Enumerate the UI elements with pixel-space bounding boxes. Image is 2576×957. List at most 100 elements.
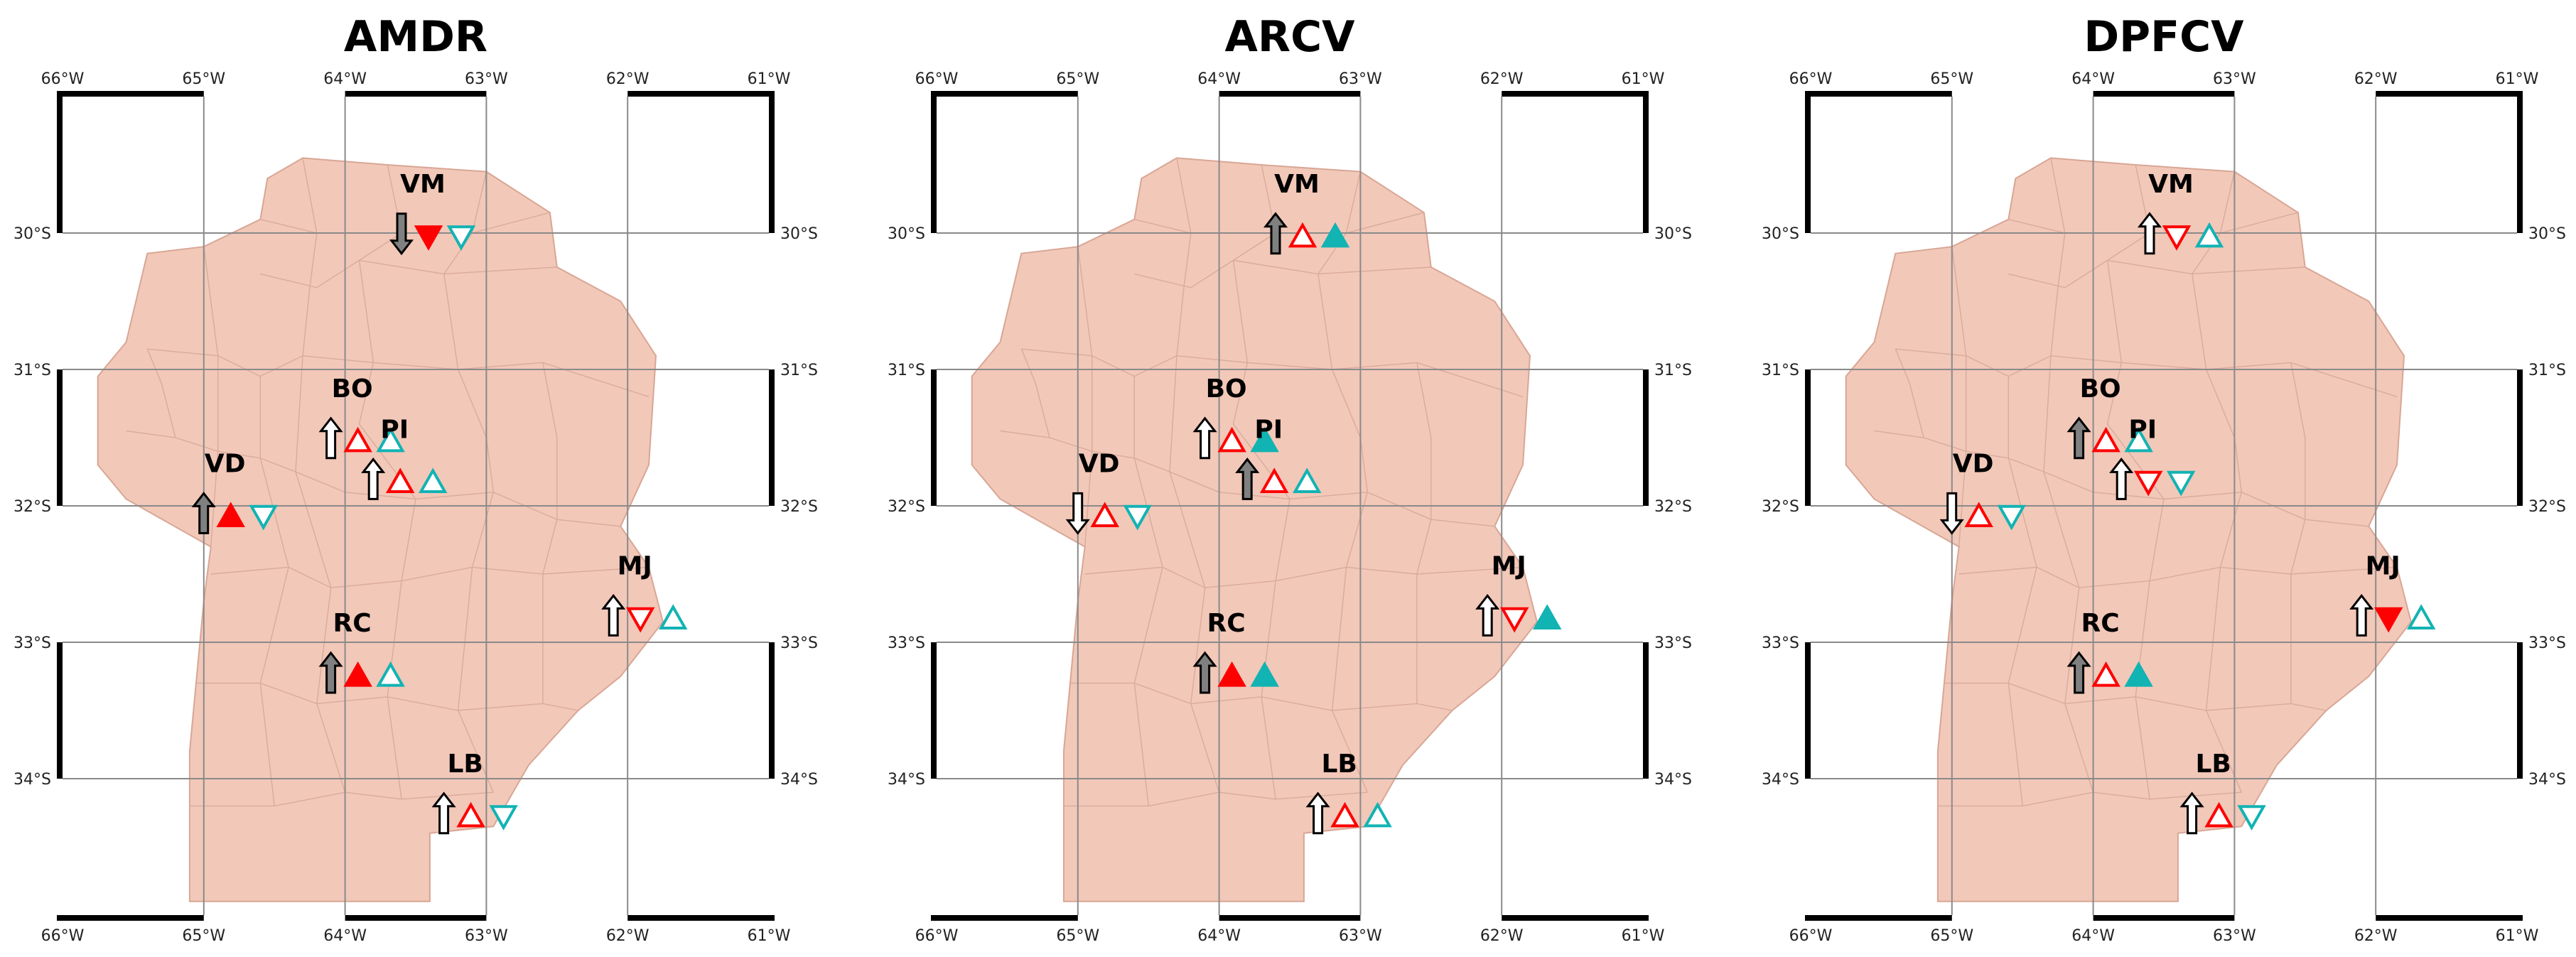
lon-tick-label-bottom: 65°W — [1930, 927, 1973, 945]
station-label: VM — [400, 170, 446, 199]
lon-tick-label-top: 62°W — [2354, 70, 2398, 88]
arrow-up-icon — [318, 416, 343, 460]
lon-tick-label-top: 66°W — [1789, 70, 1833, 88]
lon-tick-label-bottom: 64°W — [323, 927, 367, 945]
cyan-triangle-up-icon — [376, 426, 405, 453]
lon-tick-label-bottom: 66°W — [41, 927, 85, 945]
station-vd: VD — [1065, 449, 1152, 535]
map-panel-arcv: ARCV 66°W 66°W 65°W 65°W 64°W 64°W 63°W 63°W 62°W… — [888, 12, 1692, 945]
station-bo: BO — [318, 374, 405, 460]
arrow-up-icon — [431, 791, 456, 835]
department-boundary — [1077, 247, 1093, 547]
cyan-triangle-down-icon — [489, 805, 518, 831]
arrow-up-icon — [1235, 457, 1260, 500]
lat-tick-label-left: 32°S — [14, 498, 51, 516]
station-label: VD — [1079, 449, 1120, 478]
panel-title: DPFCV — [2084, 12, 2244, 62]
lon-tick-label-top: 66°W — [41, 70, 85, 88]
department-boundary — [2290, 362, 2306, 704]
station-label: MJ — [618, 551, 652, 580]
station-label: BO — [2080, 374, 2121, 404]
lat-tick-label-right: 31°S — [780, 362, 818, 379]
lon-tick-label-bottom: 64°W — [1197, 927, 1241, 945]
red-triangle-up-icon — [1964, 502, 1993, 527]
lat-tick-label-left: 31°S — [1762, 362, 1799, 379]
cyan-triangle-down-icon — [446, 225, 476, 251]
lon-tick-label-bottom: 63°W — [1339, 927, 1382, 945]
cyan-triangle-up-icon — [1250, 426, 1279, 453]
lat-tick-label-left: 31°S — [888, 362, 925, 379]
department-boundary — [203, 247, 219, 547]
lat-tick-label-left: 32°S — [1762, 498, 1799, 516]
cyan-triangle-up-icon — [376, 661, 405, 687]
station-label: BO — [332, 374, 373, 404]
red-triangle-up-icon — [343, 661, 372, 687]
map-panel-dpfcv: DPFCV 66°W 66°W 65°W 65°W 64°W 64°W 63°W 63°W 62°… — [1762, 12, 2566, 945]
lon-tick-label-top: 66°W — [915, 70, 959, 88]
station-vm: VM — [1263, 170, 1350, 255]
department-boundary — [542, 362, 558, 704]
department-boundary — [1169, 158, 1220, 902]
arrow-up-icon — [1192, 651, 1217, 694]
red-triangle-down-icon — [2162, 225, 2192, 251]
lat-tick-label-left: 34°S — [1762, 771, 1799, 789]
red-triangle-up-icon — [1217, 426, 1246, 453]
station-pi: PI — [1235, 415, 1322, 500]
arrow-down-icon — [1939, 492, 1964, 535]
lon-tick-label-bottom: 62°W — [2354, 927, 2398, 945]
department-boundary — [1895, 348, 2398, 398]
red-triangle-down-icon — [414, 225, 443, 251]
station-label: RC — [2081, 609, 2120, 638]
station-vm: VM — [389, 170, 476, 256]
lat-tick-label-left: 30°S — [888, 225, 925, 243]
lat-tick-label-right: 31°S — [1654, 362, 1692, 379]
department-boundary — [2106, 164, 2165, 799]
lat-tick-label-right: 34°S — [780, 771, 818, 789]
department-boundary — [1232, 164, 1290, 799]
cyan-triangle-up-icon — [2124, 426, 2153, 453]
lon-tick-label-bottom: 65°W — [182, 927, 225, 945]
red-triangle-up-icon — [456, 801, 485, 828]
lat-tick-label-right: 32°S — [2528, 498, 2566, 516]
department-boundary — [259, 376, 289, 806]
lon-tick-label-bottom: 61°W — [2496, 927, 2539, 945]
arrow-up-icon — [1475, 593, 1500, 637]
lon-tick-label-top: 63°W — [2213, 70, 2256, 88]
lat-tick-label-left: 30°S — [14, 225, 51, 243]
red-triangle-down-icon — [625, 607, 655, 633]
lat-tick-label-right: 33°S — [2528, 634, 2566, 652]
lon-tick-label-top: 64°W — [323, 70, 367, 88]
station-bo: BO — [1192, 374, 1279, 460]
department-boundary — [358, 164, 416, 799]
red-triangle-down-icon — [2373, 607, 2403, 633]
station-pi: PI — [361, 415, 448, 500]
department-boundary — [2043, 158, 2094, 902]
red-triangle-up-icon — [216, 502, 245, 527]
red-triangle-down-icon — [1499, 607, 1529, 633]
lon-tick-label-top: 62°W — [1480, 70, 1524, 88]
panel-title: AMDR — [344, 12, 487, 62]
lon-tick-label-bottom: 63°W — [465, 927, 508, 945]
lon-tick-label-bottom: 61°W — [1622, 927, 1665, 945]
lon-tick-label-bottom: 64°W — [2071, 927, 2115, 945]
lon-tick-label-top: 61°W — [748, 70, 791, 88]
lat-tick-label-right: 30°S — [1654, 225, 1692, 243]
station-vm: VM — [2137, 170, 2224, 255]
province-shape — [97, 157, 664, 902]
station-mj: MJ — [601, 551, 688, 637]
lon-tick-label-top: 64°W — [1197, 70, 1241, 88]
cyan-triangle-up-icon — [418, 467, 448, 493]
lon-tick-label-top: 65°W — [182, 70, 225, 88]
station-lb: LB — [431, 750, 518, 835]
cyan-triangle-down-icon — [1997, 504, 2026, 531]
lat-tick-label-left: 34°S — [888, 771, 925, 789]
station-label: VM — [1274, 170, 1320, 199]
lat-tick-label-left: 31°S — [14, 362, 51, 379]
red-triangle-up-icon — [343, 426, 372, 453]
station-mj: MJ — [2349, 551, 2436, 637]
lat-tick-label-right: 32°S — [1654, 498, 1692, 516]
department-boundary — [147, 348, 650, 398]
arrow-down-icon — [1065, 492, 1090, 535]
lon-tick-label-top: 62°W — [606, 70, 650, 88]
cyan-triangle-down-icon — [2237, 805, 2266, 831]
